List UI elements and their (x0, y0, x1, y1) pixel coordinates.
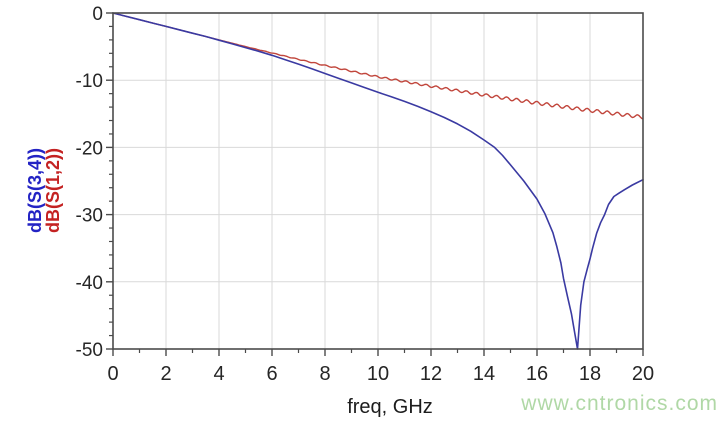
watermark: www.cntronics.com (521, 392, 718, 415)
y-tick-label: -10 (76, 71, 103, 92)
x-tick-label: 16 (526, 363, 548, 385)
y-tick-label: 0 (92, 4, 103, 25)
x-tick-label: 4 (213, 363, 224, 385)
y-tick-label: -50 (76, 340, 103, 361)
y-tick-label: -20 (76, 138, 103, 159)
x-tick-label: 12 (420, 363, 442, 385)
x-tick-label: 2 (160, 363, 171, 385)
y-tick-label: -40 (76, 273, 103, 294)
y-axis-label-db-s34: dB(S(3,4)) (25, 148, 45, 233)
y-axis-label-db-s12: dB(S(1,2)) (43, 148, 63, 233)
x-tick-label: 6 (266, 363, 277, 385)
x-tick-label: 20 (632, 363, 654, 385)
x-tick-label: 8 (319, 363, 330, 385)
x-tick-label: 10 (367, 363, 389, 385)
x-tick-label: 18 (579, 363, 601, 385)
y-tick-label: -30 (76, 206, 103, 227)
blue-trace-db-s34 (112, 12, 644, 350)
x-axis-label: freq, GHz (347, 396, 433, 418)
x-tick-label: 14 (473, 363, 495, 385)
x-tick-label: 0 (107, 363, 118, 385)
